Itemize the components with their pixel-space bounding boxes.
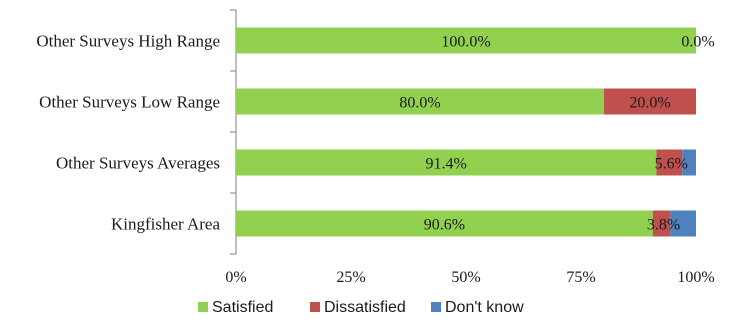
bar-don-t-know-other-surveys-averages bbox=[682, 149, 696, 176]
axes: 0% 25% 50% 75% 100% bbox=[225, 9, 715, 286]
data-label-satisfied: 100.0% bbox=[441, 34, 490, 51]
data-label-dissatisfied: 0.0% bbox=[681, 34, 714, 51]
category-label-kingfisher-area: Kingfisher Area bbox=[111, 215, 221, 234]
legend-label-dissatisfied: Dissatisfied bbox=[324, 299, 406, 316]
data-label-dissatisfied: 3.8% bbox=[647, 217, 680, 234]
bar-satisfied-other-surveys-averages bbox=[236, 149, 657, 176]
category-label-other-surveys-low-range: Other Surveys Low Range bbox=[39, 93, 220, 112]
legend: Satisfied Dissatisfied Don't know bbox=[198, 299, 524, 316]
bar-dissatisfied-other-surveys-low-range bbox=[604, 88, 696, 115]
bar-dissatisfied-other-surveys-averages bbox=[656, 149, 683, 176]
labels: Other Surveys High Range 100.0% 0.0% Other … bbox=[36, 32, 714, 234]
bar-satisfied-kingfisher-area bbox=[236, 210, 653, 237]
data-label-satisfied: 80.0% bbox=[399, 95, 440, 112]
legend-label-don-t-know: Don't know bbox=[445, 299, 524, 316]
x-tick-label: 75% bbox=[566, 269, 595, 286]
x-tick-label: 50% bbox=[451, 269, 480, 286]
x-tick-label: 0% bbox=[225, 269, 246, 286]
legend-swatch-satisfied bbox=[198, 302, 208, 312]
data-label-satisfied: 90.6% bbox=[424, 217, 465, 234]
data-label-satisfied: 91.4% bbox=[426, 156, 467, 173]
legend-swatch-dissatisfied bbox=[310, 302, 320, 312]
legend-swatch-don-t-know bbox=[431, 302, 441, 312]
bar-don-t-know-kingfisher-area bbox=[670, 210, 696, 237]
bar-satisfied-other-surveys-low-range bbox=[236, 88, 604, 115]
bars bbox=[236, 27, 696, 237]
bar-dissatisfied-kingfisher-area bbox=[652, 210, 671, 237]
data-label-dissatisfied: 5.6% bbox=[655, 156, 688, 173]
x-tick-label: 25% bbox=[336, 269, 365, 286]
bar-satisfied-other-surveys-high-range bbox=[236, 27, 696, 54]
category-label-other-surveys-averages: Other Surveys Averages bbox=[56, 154, 220, 173]
category-label-other-surveys-high-range: Other Surveys High Range bbox=[36, 32, 220, 51]
x-tick-label: 100% bbox=[677, 269, 714, 286]
legend-label-satisfied: Satisfied bbox=[212, 299, 273, 316]
data-label-dissatisfied: 20.0% bbox=[629, 95, 670, 112]
